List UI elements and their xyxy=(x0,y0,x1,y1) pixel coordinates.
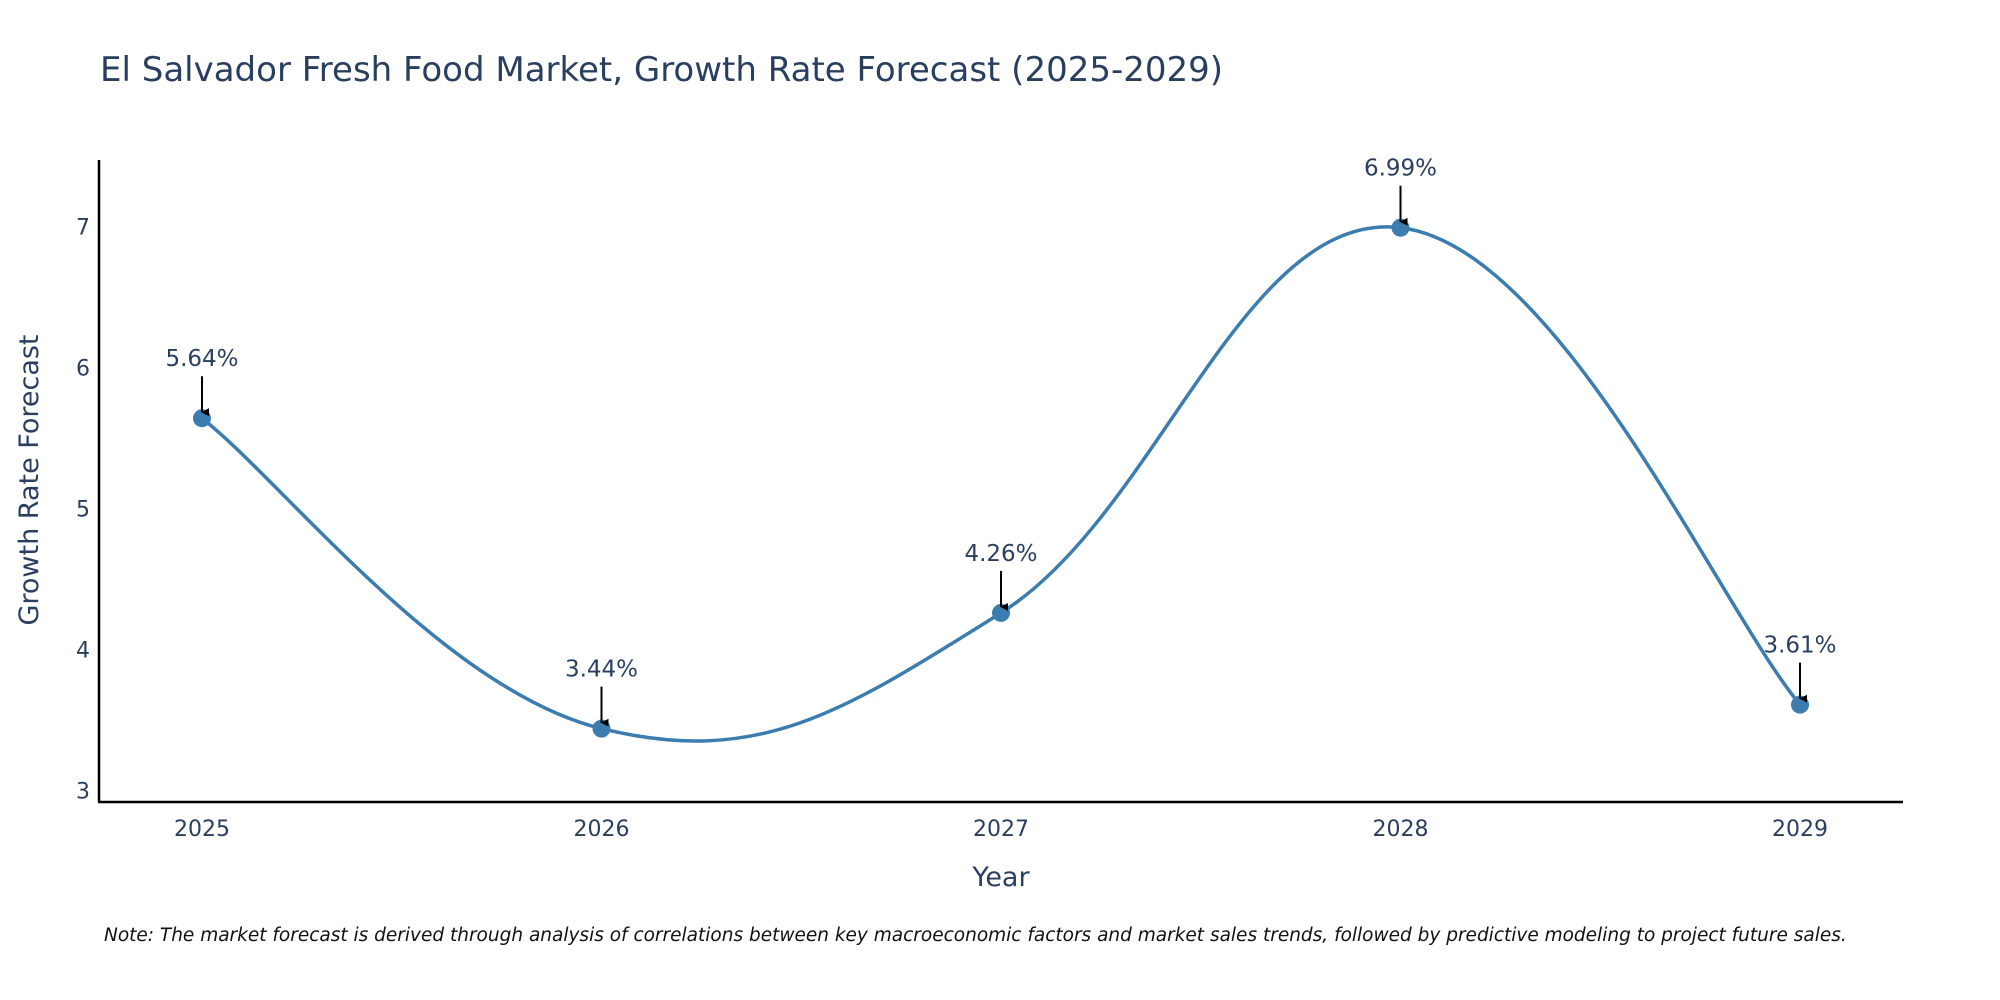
y-tick-label: 7 xyxy=(76,215,90,240)
x-tick-labels: 2025 2026 2027 2028 2029 xyxy=(174,817,1828,842)
y-tick-label: 6 xyxy=(76,356,90,381)
data-label: 4.26% xyxy=(964,541,1037,567)
plot-area: 5.64% 3.44% 4.26% 6.99% 3.61% xyxy=(165,156,1837,743)
x-tick-label: 2025 xyxy=(174,817,230,842)
y-axis-title: Growth Rate Forecast xyxy=(14,334,45,625)
x-tick-label: 2029 xyxy=(1772,817,1828,842)
data-label: 3.44% xyxy=(565,657,638,683)
y-tick-label: 4 xyxy=(76,639,90,664)
data-label: 6.99% xyxy=(1364,156,1437,182)
y-tick-label: 3 xyxy=(76,780,90,805)
footnote: Note: The market forecast is derived thr… xyxy=(104,925,1847,946)
data-label: 5.64% xyxy=(165,346,238,372)
data-label: 3.61% xyxy=(1763,633,1836,659)
x-tick-label: 2026 xyxy=(574,817,630,842)
series-line xyxy=(200,225,1802,743)
y-tick-label: 5 xyxy=(76,498,90,523)
chart-title: El Salvador Fresh Food Market, Growth Ra… xyxy=(100,50,1223,90)
x-axis-title: Year xyxy=(971,862,1030,893)
x-tick-label: 2028 xyxy=(1373,817,1429,842)
x-tick-label: 2027 xyxy=(973,817,1029,842)
y-tick-labels: 3 4 5 6 7 xyxy=(76,215,90,804)
